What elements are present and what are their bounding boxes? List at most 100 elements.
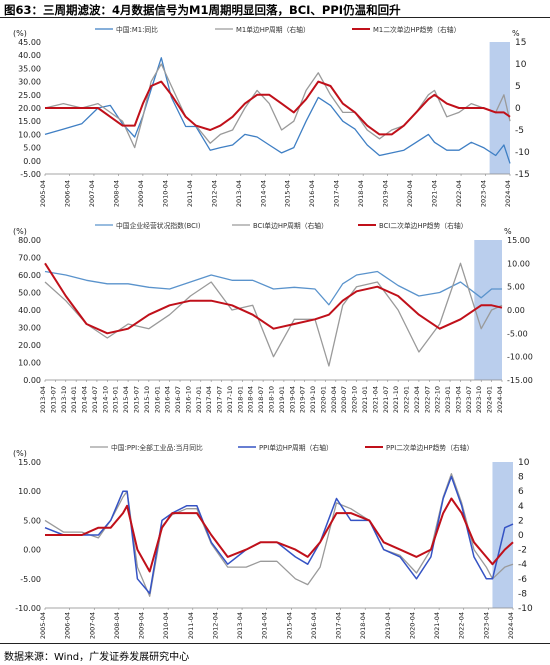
x-tick-label: 2019-10: [309, 386, 317, 413]
x-tick-label: 2022-04: [458, 612, 466, 639]
x-tick-label: 2020-04: [406, 180, 414, 207]
footer-rule: [0, 643, 550, 644]
left-tick-label: 50.00: [18, 289, 41, 298]
right-tick-label: -6: [518, 575, 527, 585]
x-tick-label: 2022-07: [423, 386, 431, 413]
x-tick-label: 2023-04: [454, 386, 462, 413]
left-unit-label: (%): [13, 227, 27, 236]
x-tick-label: 2020-07: [340, 386, 348, 413]
left-tick-label: 5.00: [23, 144, 41, 153]
series-line-2: [44, 262, 503, 367]
right-tick-label: 0: [518, 531, 524, 541]
x-tick-label: 2022-01: [403, 386, 411, 413]
right-tick-label: -10.00: [507, 353, 533, 362]
x-tick-label: 2016-07: [174, 386, 182, 413]
x-tick-label: 2019-04: [384, 612, 392, 639]
x-tick-label: 2013-07: [49, 386, 57, 413]
x-tick-label: 2018-10: [268, 386, 276, 413]
left-tick-label: 70.00: [18, 254, 41, 263]
figure-title: 图63：三周期滤波：4月数据信号为M1周期明显回落，BCI、PPI仍温和回升: [4, 3, 401, 17]
series-line-2: [44, 475, 514, 595]
right-tick-label: -8: [518, 589, 527, 599]
x-tick-label: 2021-04: [433, 612, 441, 639]
x-tick-label: 2015-01: [112, 386, 120, 413]
left-tick-label: 20.00: [18, 341, 41, 350]
x-tick-label: 2008-04: [112, 180, 120, 207]
right-tick-label: -10: [515, 148, 530, 158]
x-tick-label: 2021-10: [392, 386, 400, 413]
x-tick-label: 2015-10: [143, 386, 151, 413]
right-tick-label: 2: [518, 516, 524, 526]
source-note: 数据来源：Wind，广发证券发展研究中心: [4, 652, 190, 663]
x-tick-label: 2013-04: [236, 612, 244, 639]
x-tick-label: 2020-10: [351, 386, 359, 413]
left-tick-label: 10.00: [18, 130, 41, 139]
left-tick-label: 15.00: [18, 117, 41, 126]
series-line-3: [45, 497, 514, 573]
x-tick-label: 2013-10: [60, 386, 68, 413]
x-tick-label: 2017-07: [216, 386, 224, 413]
x-tick-label: 2019-07: [299, 386, 307, 413]
x-tick-label: 2006-04: [63, 180, 71, 207]
x-tick-label: 2005-04: [39, 612, 47, 639]
right-tick-label: 8: [518, 473, 524, 483]
x-tick-label: 2016-01: [153, 386, 161, 413]
x-tick-label: 2020-01: [319, 386, 327, 413]
x-tick-label: 2016-04: [310, 612, 318, 639]
left-tick-label: 15.00: [18, 458, 41, 467]
x-tick-label: 2023-01: [444, 386, 452, 413]
x-tick-label: 2014-01: [70, 386, 78, 413]
x-tick-label: 2007-04: [88, 180, 96, 207]
left-tick-label: 60.00: [18, 271, 41, 280]
x-tick-label: 2009-04: [137, 180, 145, 207]
x-tick-label: 2011-04: [186, 180, 194, 207]
series-line-3: [45, 80, 511, 136]
x-tick-label: 2014-10: [101, 386, 109, 413]
right-tick-label: -5: [515, 126, 524, 136]
right-unit-label: %: [504, 227, 512, 236]
left-tick-label: 30.00: [18, 324, 41, 333]
x-tick-label: 2013-04: [235, 180, 243, 207]
x-tick-label: 2024-04: [507, 612, 515, 639]
x-tick-label: 2011-04: [187, 612, 195, 639]
x-tick-label: 2014-04: [259, 180, 267, 207]
x-tick-label: 2015-04: [284, 180, 292, 207]
right-tick-label: 6: [518, 487, 524, 497]
x-tick-label: 2024-04: [496, 386, 504, 413]
x-tick-label: 2018-01: [236, 386, 244, 413]
x-tick-label: 2008-04: [113, 612, 121, 639]
legend-label-2: PPI单边HP周期（右轴）: [259, 443, 333, 452]
x-tick-label: 2022-04: [455, 180, 463, 207]
x-tick-label: 2007-04: [88, 612, 96, 639]
x-tick-label: 2023-04: [480, 180, 488, 207]
x-tick-label: 2015-04: [285, 612, 293, 639]
right-tick-label: 15.00: [507, 236, 530, 245]
x-tick-label: 2023-07: [465, 386, 473, 413]
x-tick-label: 2017-01: [195, 386, 203, 413]
left-tick-label: 40.00: [18, 51, 41, 60]
x-tick-label: 2022-10: [434, 386, 442, 413]
left-tick-label: 45.00: [18, 38, 41, 47]
x-tick-label: 2021-04: [431, 180, 439, 207]
x-tick-label: 2015-07: [132, 386, 140, 413]
series-line-1: [44, 270, 502, 306]
x-tick-label: 2023-04: [482, 612, 490, 639]
x-tick-label: 2023-10: [475, 386, 483, 413]
x-tick-label: 2012-04: [210, 180, 218, 207]
legend-label-1: 中国企业经营状况指数(BCI): [116, 221, 201, 230]
x-tick-label: 2017-10: [226, 386, 234, 413]
x-tick-label: 2020-04: [408, 612, 416, 639]
x-tick-label: 2009-04: [138, 612, 146, 639]
legend-label-1: 中国:PPI:全部工业品:当月同比: [111, 443, 203, 452]
x-tick-label: 2016-04: [308, 180, 316, 207]
right-tick-label: 4: [518, 502, 524, 512]
x-tick-label: 2021-01: [361, 386, 369, 413]
left-tick-label: 30.00: [18, 78, 41, 87]
x-tick-label: 2020-04: [330, 386, 338, 413]
right-tick-label: 0.00: [507, 306, 525, 315]
series-line-1: [44, 57, 511, 164]
x-tick-label: 2024-04: [504, 180, 512, 207]
left-unit-label: (%): [13, 29, 27, 38]
x-tick-label: 2021-04: [371, 386, 379, 413]
series-line-1: [44, 473, 514, 597]
